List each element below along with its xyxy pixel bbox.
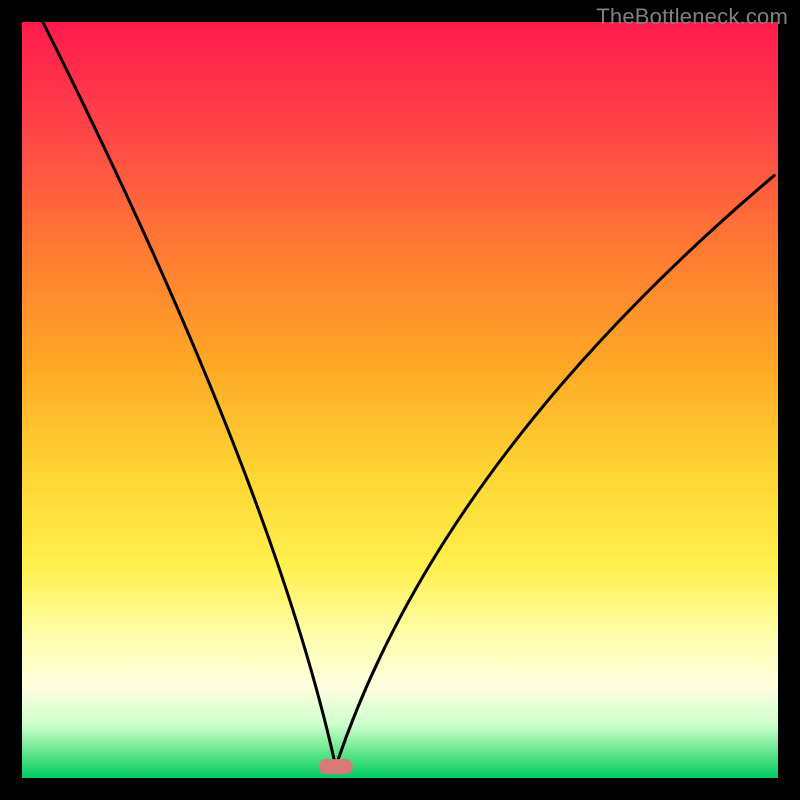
plot-background <box>22 22 778 778</box>
bottleneck-chart <box>0 0 800 800</box>
source-watermark: TheBottleneck.com <box>596 4 788 30</box>
optimal-point-marker <box>319 759 353 774</box>
chart-canvas: TheBottleneck.com <box>0 0 800 800</box>
